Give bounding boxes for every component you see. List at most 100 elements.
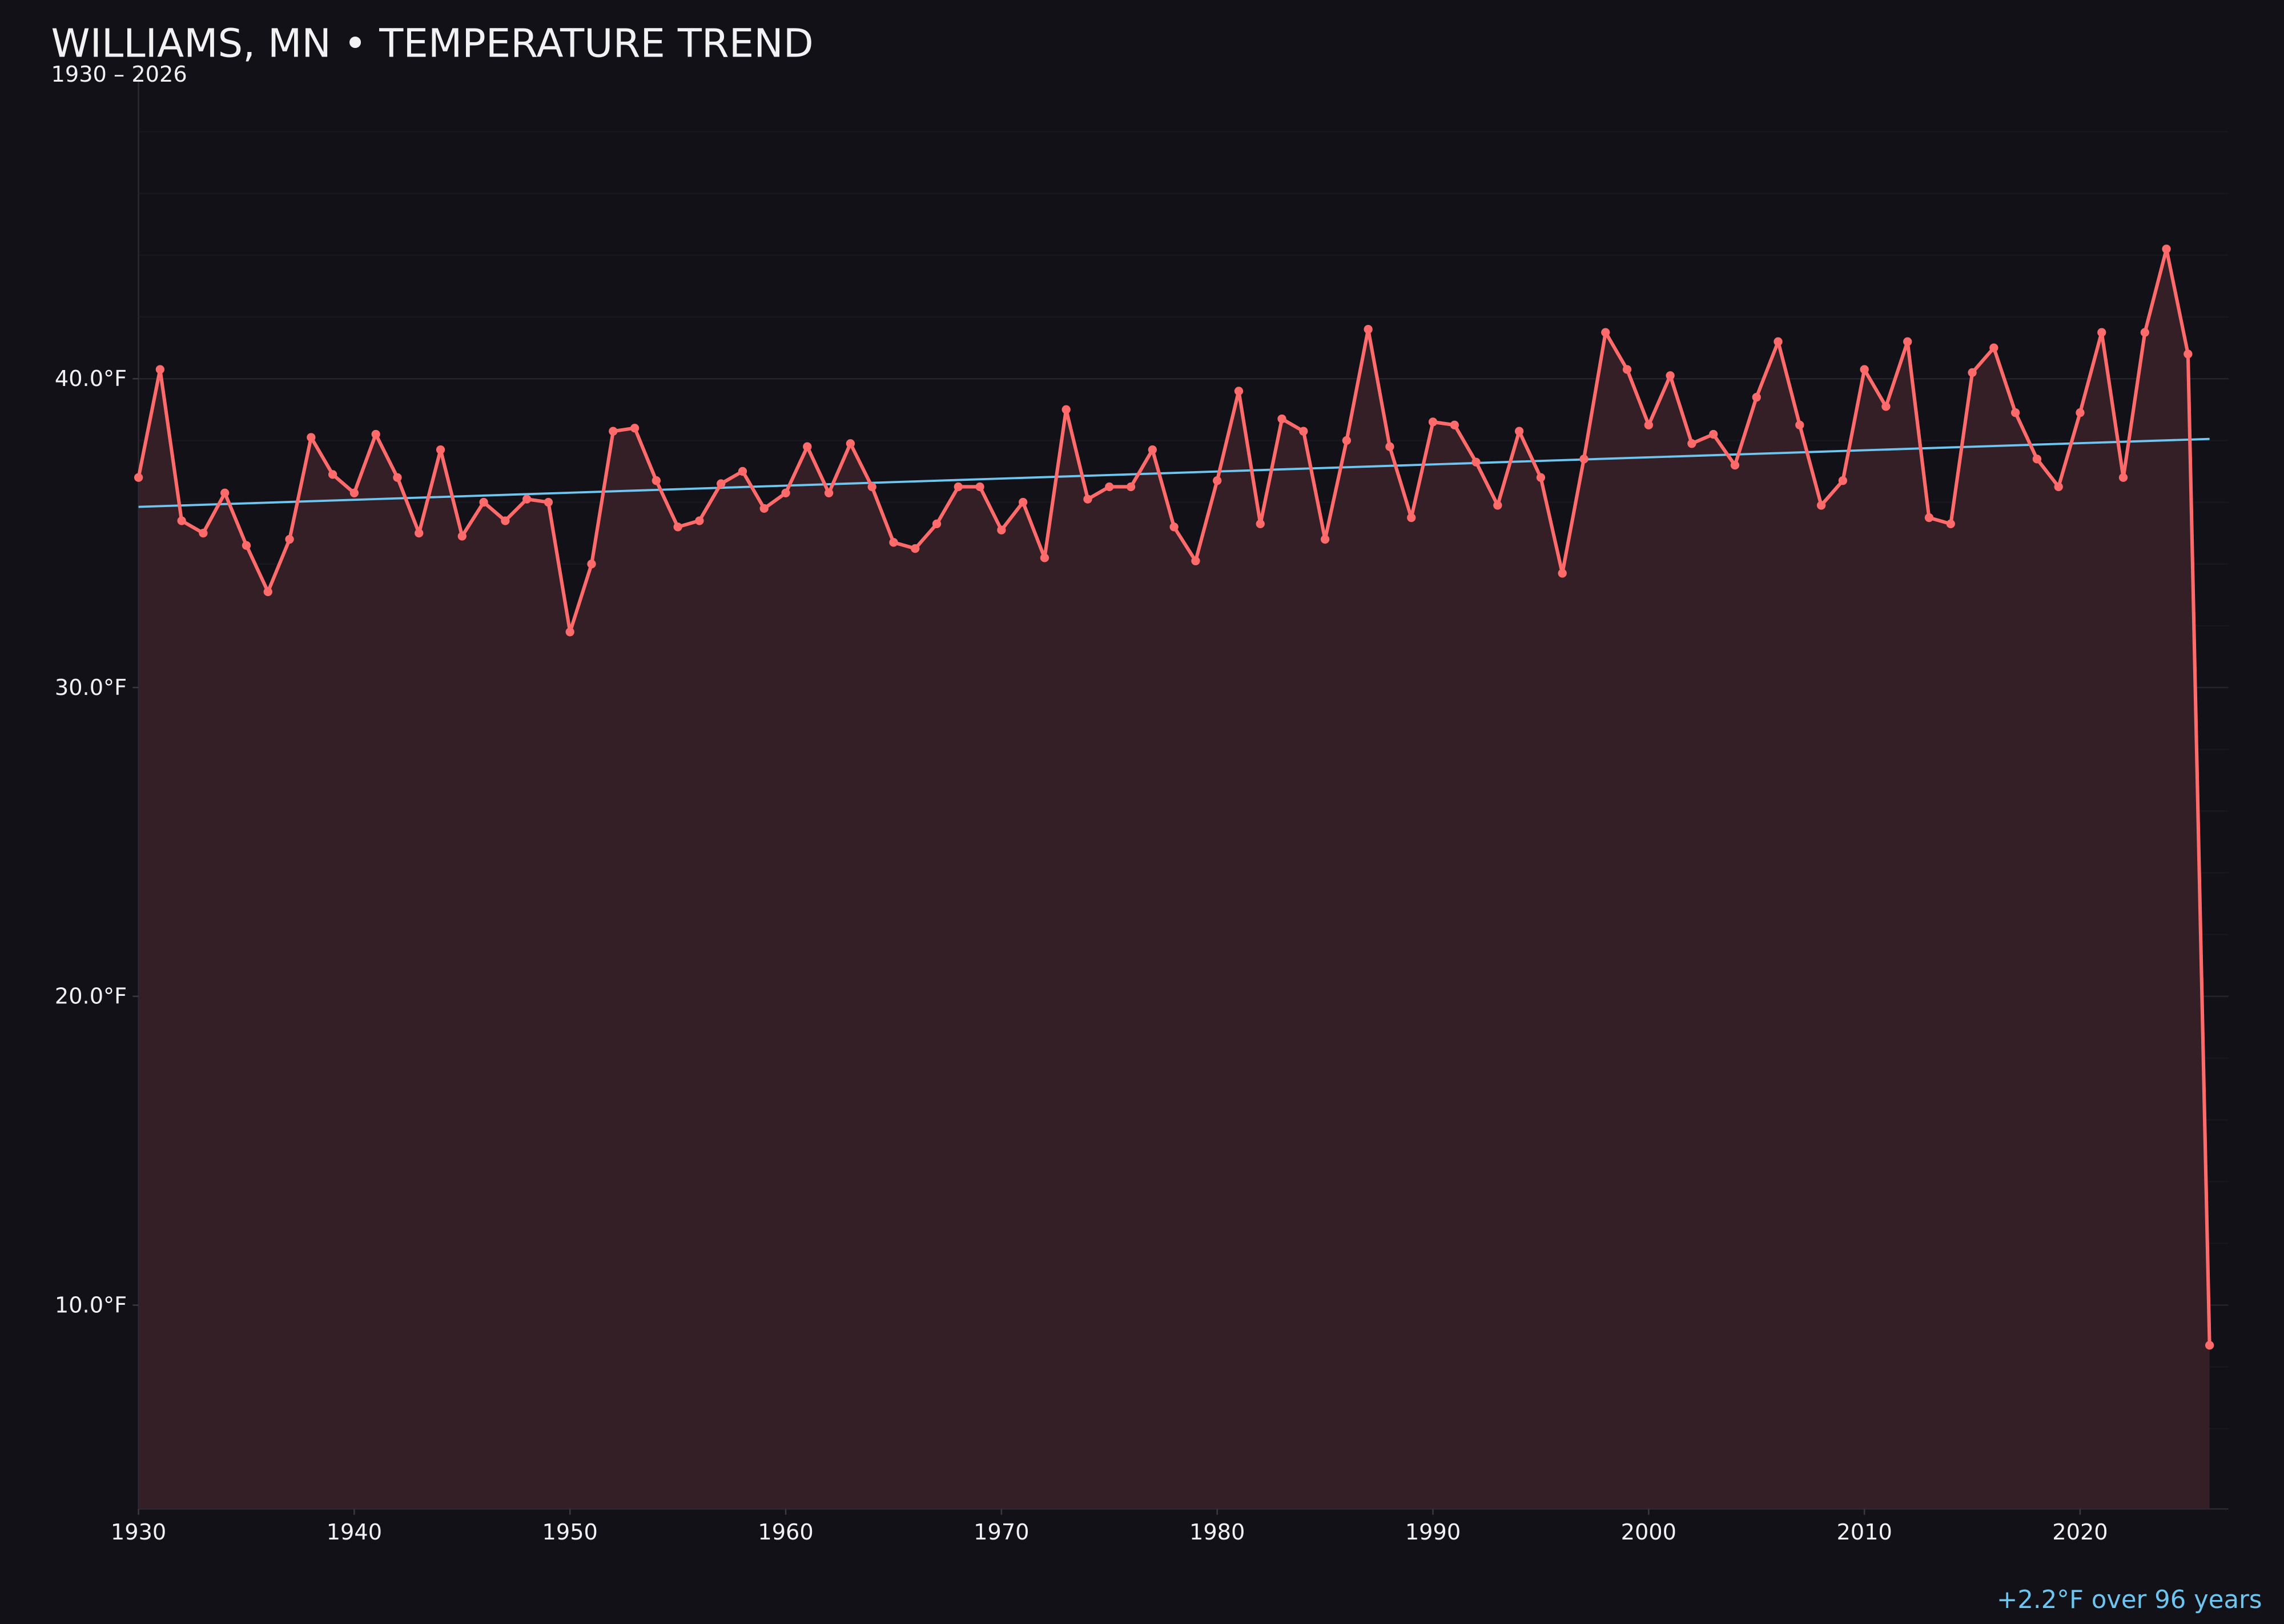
data-point-1973 bbox=[1061, 405, 1071, 414]
trend-line bbox=[138, 437, 2210, 508]
data-point-1935 bbox=[242, 541, 251, 550]
data-point-1943 bbox=[415, 528, 424, 538]
data-point-1983 bbox=[1277, 414, 1286, 424]
data-point-2020 bbox=[2076, 408, 2085, 417]
data-point-1994 bbox=[1514, 427, 1524, 436]
x-tick-label: 1960 bbox=[758, 1520, 813, 1545]
data-point-1952 bbox=[609, 427, 618, 436]
data-point-2016 bbox=[1989, 343, 1998, 352]
x-tick-label: 2020 bbox=[2052, 1520, 2108, 1545]
data-point-1953 bbox=[630, 424, 640, 433]
data-point-1956 bbox=[695, 516, 704, 525]
data-point-1938 bbox=[307, 433, 316, 442]
x-tick-label: 2010 bbox=[1836, 1520, 1892, 1545]
x-tick-label: 1990 bbox=[1405, 1520, 1461, 1545]
data-point-1940 bbox=[349, 488, 359, 497]
data-point-2014 bbox=[1946, 519, 1955, 529]
x-tick-label: 2000 bbox=[1621, 1520, 1676, 1545]
data-point-1977 bbox=[1148, 445, 1157, 455]
data-point-1934 bbox=[220, 488, 230, 497]
data-point-1965 bbox=[889, 538, 898, 547]
data-point-1961 bbox=[803, 442, 812, 451]
data-point-1970 bbox=[997, 525, 1006, 534]
data-point-1999 bbox=[1622, 365, 1632, 374]
x-tick-label: 1950 bbox=[542, 1520, 598, 1545]
data-point-1991 bbox=[1450, 420, 1459, 429]
data-point-1932 bbox=[177, 516, 186, 525]
trend-annotation: +2.2°F over 96 years bbox=[1997, 1586, 2262, 1614]
data-point-2006 bbox=[1774, 337, 1783, 346]
y-tick-label: 20.0°F bbox=[55, 984, 127, 1010]
data-point-2004 bbox=[1730, 460, 1740, 470]
chart-subtitle: 1930 – 2026 bbox=[51, 62, 187, 87]
data-point-1981 bbox=[1234, 387, 1244, 396]
data-point-2026 bbox=[2205, 1341, 2214, 1350]
data-point-1980 bbox=[1213, 476, 1222, 485]
data-point-1972 bbox=[1040, 553, 1049, 562]
data-point-1998 bbox=[1601, 328, 1610, 337]
data-point-2023 bbox=[2140, 328, 2149, 337]
data-point-1948 bbox=[522, 495, 532, 504]
data-point-2005 bbox=[1752, 393, 1761, 402]
x-tick-label: 1930 bbox=[111, 1520, 166, 1545]
data-point-1966 bbox=[911, 544, 920, 553]
data-point-1975 bbox=[1105, 482, 1114, 492]
y-tick-labels: 10.0°F 20.0°F 30.0°F 40.0°F bbox=[55, 366, 139, 1318]
data-point-1990 bbox=[1428, 417, 1438, 427]
data-point-1993 bbox=[1493, 501, 1502, 510]
data-point-1933 bbox=[199, 528, 208, 538]
data-point-2019 bbox=[2054, 482, 2063, 492]
data-point-1964 bbox=[867, 482, 876, 492]
x-tick-labels: 1930 1940 1950 1960 1970 1980 1990 2000 2010 2020 bbox=[111, 1509, 2108, 1545]
x-tick-label: 1940 bbox=[327, 1520, 382, 1545]
data-point-2008 bbox=[1816, 501, 1826, 510]
data-point-1949 bbox=[544, 497, 553, 507]
data-point-1930 bbox=[134, 473, 143, 482]
data-point-1974 bbox=[1083, 495, 1092, 504]
data-point-1985 bbox=[1320, 534, 1330, 544]
chart-title: WILLIAMS, MN • TEMPERATURE TREND bbox=[51, 21, 814, 66]
data-point-2010 bbox=[1860, 365, 1869, 374]
data-point-2017 bbox=[2010, 408, 2020, 417]
data-point-2018 bbox=[2032, 455, 2042, 464]
data-point-1988 bbox=[1385, 442, 1394, 451]
data-point-1968 bbox=[954, 482, 963, 492]
data-point-2011 bbox=[1881, 402, 1891, 411]
data-point-1960 bbox=[781, 488, 790, 497]
x-tick-label: 1970 bbox=[974, 1520, 1029, 1545]
area-fill bbox=[138, 249, 2210, 1509]
data-point-2015 bbox=[1968, 368, 1977, 377]
data-point-1954 bbox=[652, 476, 661, 485]
data-point-2003 bbox=[1709, 429, 1718, 439]
y-tick-label: 40.0°F bbox=[55, 366, 127, 392]
data-point-1963 bbox=[846, 439, 855, 448]
data-point-1941 bbox=[371, 429, 380, 439]
data-point-2025 bbox=[2184, 349, 2193, 359]
data-point-1976 bbox=[1126, 482, 1136, 492]
data-point-1979 bbox=[1191, 556, 1200, 565]
y-tick-label: 30.0°F bbox=[55, 675, 127, 701]
data-point-2022 bbox=[2118, 473, 2128, 482]
data-point-1955 bbox=[673, 522, 682, 532]
y-tick-label: 10.0°F bbox=[55, 1292, 127, 1318]
data-point-2012 bbox=[1903, 337, 1912, 346]
data-point-1958 bbox=[738, 467, 747, 476]
data-point-1969 bbox=[975, 482, 984, 492]
data-point-1987 bbox=[1364, 325, 1373, 334]
data-point-1989 bbox=[1407, 513, 1416, 522]
data-point-1939 bbox=[328, 470, 337, 479]
data-point-1984 bbox=[1299, 427, 1308, 436]
data-point-1997 bbox=[1579, 455, 1589, 464]
data-point-2007 bbox=[1795, 420, 1804, 429]
data-point-1992 bbox=[1471, 457, 1481, 467]
data-point-1950 bbox=[565, 628, 574, 637]
data-point-1995 bbox=[1536, 473, 1546, 482]
data-point-1944 bbox=[436, 445, 445, 455]
data-point-1967 bbox=[932, 519, 942, 529]
data-point-1947 bbox=[501, 516, 510, 525]
data-point-2024 bbox=[2162, 244, 2171, 254]
data-points bbox=[134, 244, 2214, 1350]
data-point-2021 bbox=[2097, 328, 2106, 337]
data-point-1986 bbox=[1342, 436, 1352, 445]
